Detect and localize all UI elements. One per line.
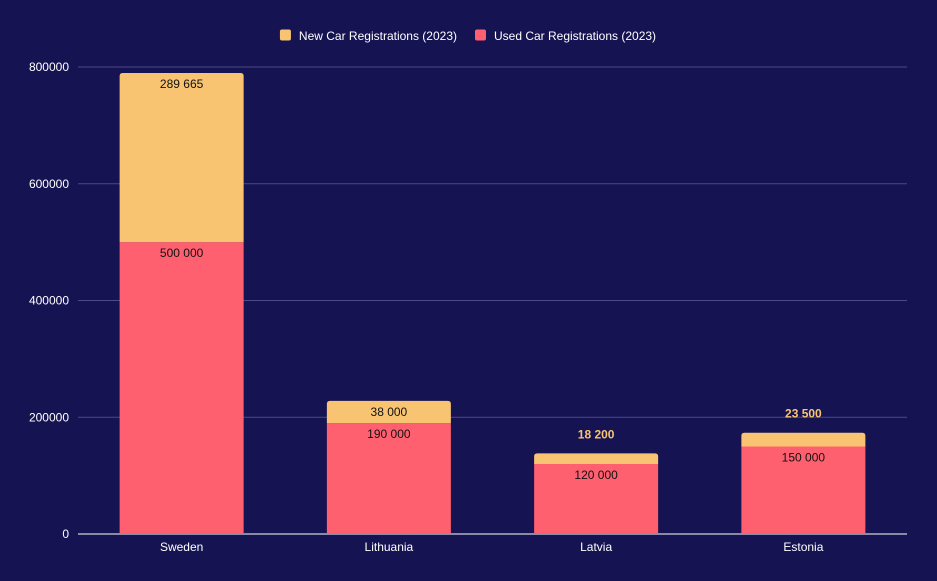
x-tick-label: Latvia	[580, 540, 612, 554]
x-axis: Sweden Lithuania Latvia Estonia	[160, 540, 824, 554]
bar-lithuania-new	[326, 400, 451, 424]
data-label-lithuania-new: 38 000	[371, 405, 408, 419]
y-tick-label: 0	[62, 527, 69, 541]
bar-latvia-used	[534, 463, 659, 534]
x-tick-label: Lithuania	[365, 540, 414, 554]
data-label-estonia-new: 23 500	[785, 407, 822, 421]
data-label-lithuania-used: 190 000	[367, 427, 411, 441]
x-tick-label: Estonia	[783, 540, 823, 554]
y-tick-label: 200000	[29, 410, 69, 424]
bar-sweden-new	[119, 73, 244, 243]
y-tick-label: 800000	[29, 60, 69, 74]
legend-label-new: New Car Registrations (2023)	[299, 29, 457, 43]
y-tick-label: 400000	[29, 294, 69, 308]
chart-legend: New Car Registrations (2023) Used Car Reg…	[279, 29, 656, 43]
bar-estonia-new	[741, 432, 866, 447]
legend-swatch-used	[474, 29, 486, 41]
data-label-latvia-used: 120 000	[574, 468, 618, 482]
data-label-latvia-new: 18 200	[578, 427, 615, 441]
data-label-estonia-used: 150 000	[782, 450, 826, 464]
bar-sweden-used	[119, 242, 244, 534]
y-tick-label: 600000	[29, 177, 69, 191]
legend-swatch-new	[279, 29, 291, 41]
bars: 500 000 289 665 190 000 38 000 120 000 18 200…	[119, 73, 866, 534]
bar-lithuania-used	[326, 423, 451, 534]
data-label-sweden-new: 289 665	[160, 77, 204, 91]
y-axis: 0 200000 400000 600000 800000	[29, 60, 69, 541]
data-label-sweden-used: 500 000	[160, 246, 204, 260]
x-tick-label: Sweden	[160, 540, 203, 554]
bar-latvia-new	[534, 453, 659, 464]
bar-estonia-used	[741, 446, 866, 534]
legend-label-used: Used Car Registrations (2023)	[494, 29, 656, 43]
